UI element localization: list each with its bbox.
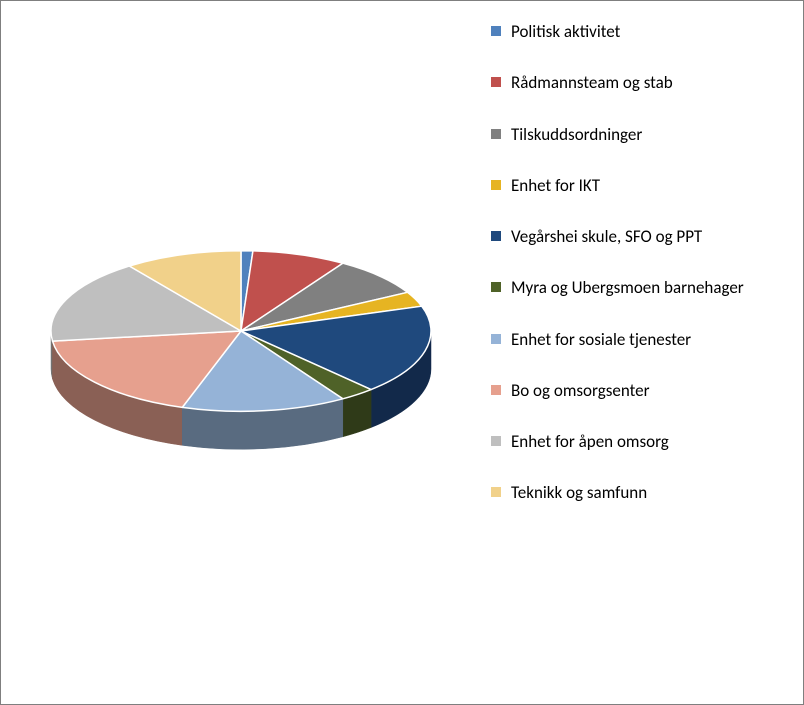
legend-label: Enhet for åpen omsorg [511,431,669,452]
legend-entry: Enhet for åpen omsorg [491,431,791,452]
legend-swatch [491,334,501,344]
legend-label: Bo og omsorgsenter [511,380,650,401]
legend-label: Enhet for IKT [511,175,600,196]
legend-label: Myra og Ubergsmoen barnehager [511,277,744,298]
legend-swatch [491,487,501,497]
legend-label: Enhet for sosiale tjenester [511,329,691,350]
legend-swatch [491,385,501,395]
legend-entry: Enhet for IKT [491,175,791,196]
legend-swatch [491,26,501,36]
legend-swatch [491,436,501,446]
legend-entry: Vegårshei skule, SFO og PPT [491,226,791,247]
legend-label: Teknikk og samfunn [511,482,647,503]
legend-entry: Politisk aktivitet [491,21,791,42]
legend-entry: Enhet for sosiale tjenester [491,329,791,350]
legend-entry: Bo og omsorgsenter [491,380,791,401]
legend-swatch [491,231,501,241]
legend-label: Rådmannsteam og stab [511,72,673,93]
legend-entry: Tilskuddsordninger [491,124,791,145]
legend-entry: Teknikk og samfunn [491,482,791,503]
pie-chart [31,181,451,541]
legend-label: Tilskuddsordninger [511,124,642,145]
chart-frame: Politisk aktivitet Rådmannsteam og stab Ti… [0,0,804,705]
legend-label: Politisk aktivitet [511,21,620,42]
legend-entry: Rådmannsteam og stab [491,72,791,93]
legend-swatch [491,282,501,292]
legend: Politisk aktivitet Rådmannsteam og stab Ti… [491,21,791,534]
legend-entry: Myra og Ubergsmoen barnehager [491,277,791,298]
legend-swatch [491,129,501,139]
legend-label: Vegårshei skule, SFO og PPT [511,226,702,247]
legend-swatch [491,77,501,87]
legend-swatch [491,180,501,190]
